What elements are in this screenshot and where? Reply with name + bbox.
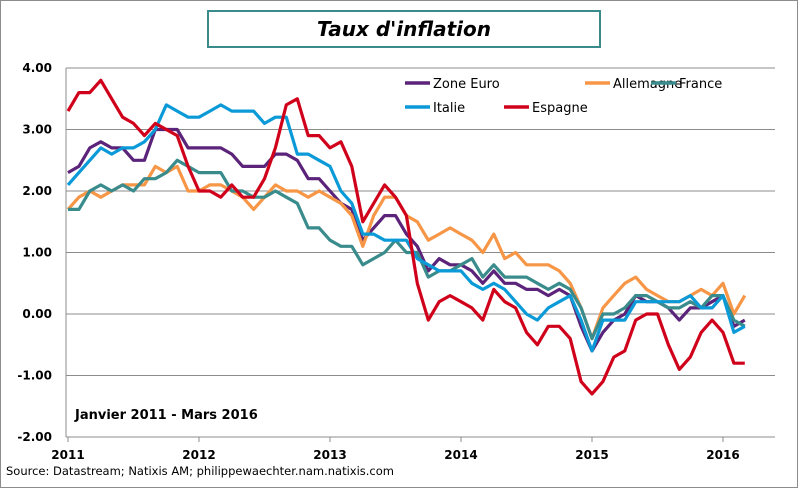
source-note: Source: Datastream; Natixis AM; philippe… (6, 464, 394, 478)
legend-label: Italie (433, 101, 465, 116)
x-tick-label: 2011 (51, 448, 84, 462)
x-tick-label: 2016 (706, 448, 739, 462)
y-tick-label: -2.00 (17, 430, 52, 444)
legend-label: France (679, 77, 722, 92)
x-tick-label: 2012 (182, 448, 215, 462)
legend-label: Allemagne (613, 77, 682, 92)
legend-label: Zone Euro (433, 77, 500, 92)
chart-title: Taux d'inflation (207, 10, 601, 48)
series-line-france (68, 158, 746, 341)
legend-label: Espagne (532, 101, 588, 116)
series-line-italie (66, 103, 746, 353)
y-tick-label: 4.00 (22, 61, 52, 75)
x-tick-label: 2015 (575, 448, 608, 462)
series-line-espagne (66, 78, 745, 396)
x-tick-label: 2013 (313, 448, 346, 462)
period-annotation: Janvier 2011 - Mars 2016 (75, 408, 258, 423)
y-tick-label: -1.00 (17, 369, 52, 383)
x-tick-label: 2014 (444, 448, 477, 462)
y-tick-label: 3.00 (22, 123, 52, 137)
y-tick-label: 0.00 (22, 307, 52, 321)
y-tick-label: 1.00 (22, 246, 52, 260)
y-tick-label: 2.00 (22, 184, 52, 198)
